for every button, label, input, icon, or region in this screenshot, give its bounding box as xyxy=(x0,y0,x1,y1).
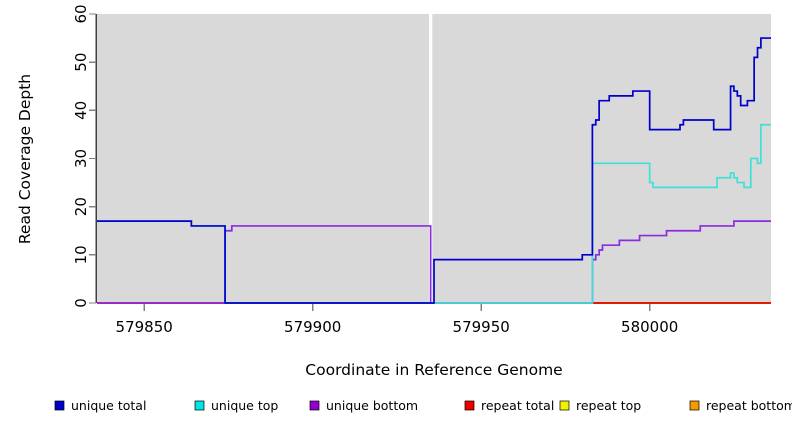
legend-label: repeat total xyxy=(481,398,554,413)
series-unique-total xyxy=(97,37,771,304)
legend-label: repeat bottom xyxy=(706,398,792,413)
legend-swatch xyxy=(559,400,570,411)
x-tick-label: 579950 xyxy=(453,318,510,336)
legend-item-repeat-bottom[interactable]: repeat bottom xyxy=(689,398,792,413)
legend-item-unique-total[interactable]: unique total xyxy=(54,398,146,413)
legend-label: repeat top xyxy=(576,398,641,413)
x-axis-title: Coordinate in Reference Genome xyxy=(305,361,562,379)
legend-label: unique top xyxy=(211,398,278,413)
x-tick-label: 579850 xyxy=(116,318,173,336)
legend: unique total unique top unique bottom repea… xyxy=(54,398,792,413)
legend-item-repeat-total[interactable]: repeat total xyxy=(464,398,554,413)
legend-swatch xyxy=(194,400,205,411)
y-tick-label: 10 xyxy=(72,245,90,264)
y-axis-ticks xyxy=(89,13,96,304)
legend-item-unique-bottom[interactable]: unique bottom xyxy=(309,398,418,413)
x-axis: 579850 579900 579950 580000 Coordinate in R… xyxy=(116,304,679,379)
y-tick-label: 20 xyxy=(72,197,90,216)
legend-item-repeat-top[interactable]: repeat top xyxy=(559,398,641,413)
y-tick-label: 50 xyxy=(72,53,90,72)
plot-panel xyxy=(97,14,771,303)
coverage-gap-region xyxy=(428,14,433,303)
series-layer xyxy=(97,37,771,304)
y-axis: 0 10 20 30 40 50 60 Read Coverage Depth xyxy=(16,4,97,308)
series-unique-bottom xyxy=(97,220,771,304)
legend-label: unique bottom xyxy=(326,398,418,413)
y-axis-title: Read Coverage Depth xyxy=(16,74,34,244)
y-tick-label: 60 xyxy=(72,4,90,23)
legend-swatch xyxy=(464,400,475,411)
y-tick-label: 40 xyxy=(72,101,90,120)
x-axis-tick-labels: 579850 579900 579950 580000 xyxy=(116,318,679,336)
x-tick-label: 579900 xyxy=(284,318,341,336)
y-tick-label: 0 xyxy=(72,298,90,308)
x-axis-ticks xyxy=(143,304,651,311)
legend-swatch xyxy=(689,400,700,411)
y-tick-label: 30 xyxy=(72,149,90,168)
y-axis-tick-labels: 0 10 20 30 40 50 60 xyxy=(72,4,90,307)
legend-label: unique total xyxy=(71,398,146,413)
x-tick-label: 580000 xyxy=(621,318,678,336)
legend-item-unique-top[interactable]: unique top xyxy=(194,398,278,413)
legend-swatch xyxy=(309,400,320,411)
panel-background xyxy=(97,14,771,303)
legend-swatch xyxy=(54,400,65,411)
